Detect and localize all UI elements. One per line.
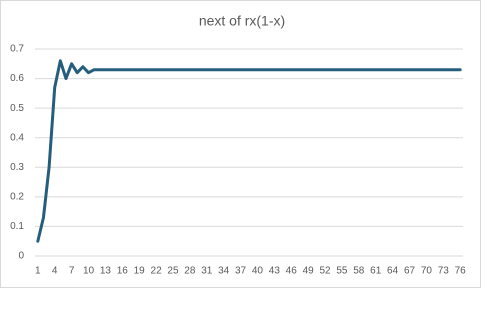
y-tick-label: 0.6: [10, 73, 24, 84]
y-tick-label: 0.4: [10, 132, 24, 143]
x-tick-label: 31: [201, 266, 213, 277]
y-tick-label: 0.2: [10, 191, 24, 202]
x-tick-label: 16: [117, 266, 129, 277]
y-tick-label: 0.1: [10, 221, 24, 232]
y-tick-label: 0: [18, 251, 24, 262]
x-tick-label: 52: [319, 266, 331, 277]
y-tick-label: 0.5: [10, 103, 24, 114]
x-tick-label: 4: [52, 266, 58, 277]
x-tick-label: 43: [269, 266, 281, 277]
x-tick-label: 1: [35, 266, 41, 277]
x-tick-label: 10: [83, 266, 95, 277]
x-tick-label: 25: [167, 266, 179, 277]
x-tick-label: 34: [218, 266, 230, 277]
data-line: [36, 59, 462, 243]
x-tick-label: 55: [336, 266, 348, 277]
x-tick-label: 70: [421, 266, 433, 277]
x-tick-label: 73: [438, 266, 450, 277]
x-tick-label: 67: [404, 266, 416, 277]
x-tick-label: 58: [353, 266, 365, 277]
y-tick-label: 0.7: [10, 44, 24, 55]
x-tick-label: 7: [69, 266, 75, 277]
x-tick-label: 37: [235, 266, 247, 277]
x-tick-label: 19: [134, 266, 146, 277]
x-tick-label: 64: [387, 266, 399, 277]
chart-frame: [0, 0, 481, 288]
x-tick-label: 46: [286, 266, 298, 277]
x-tick-label: 76: [455, 266, 467, 277]
x-tick-label: 61: [370, 266, 382, 277]
x-tick-label: 49: [303, 266, 315, 277]
x-tick-label: 40: [252, 266, 264, 277]
x-tick-label: 28: [184, 266, 196, 277]
x-tick-label: 22: [151, 266, 163, 277]
x-tick-label: 13: [100, 266, 112, 277]
y-tick-label: 0.3: [10, 162, 24, 173]
chart-title: next of rx(1-x): [199, 13, 285, 29]
